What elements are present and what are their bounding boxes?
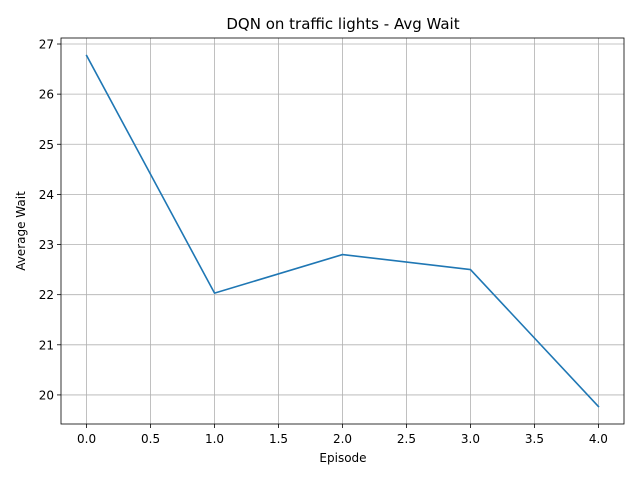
x-tick-label: 2.5 [397, 432, 416, 446]
x-tick-label: 3.0 [461, 432, 480, 446]
x-axis-label: Episode [319, 451, 366, 465]
y-tick-label: 22 [39, 288, 54, 302]
x-tick-label: 3.5 [525, 432, 544, 446]
x-tick-label: 0.0 [77, 432, 96, 446]
series-group [85, 54, 600, 408]
x-tick-label: 4.0 [589, 432, 608, 446]
y-tick-label: 26 [39, 88, 54, 102]
y-tick-label: 27 [39, 38, 54, 52]
x-tick-label: 1.5 [269, 432, 288, 446]
chart-title: DQN on traffic lights - Avg Wait [226, 15, 459, 33]
series-line [85, 54, 600, 408]
x-tick-label: 0.5 [141, 432, 160, 446]
y-tick-label: 23 [39, 238, 54, 252]
grid-lines [61, 38, 624, 424]
y-axis-ticks: 20 21 22 23 24 25 26 27 [39, 38, 61, 402]
y-tick-label: 20 [39, 388, 54, 402]
y-axis-label: Average Wait [14, 191, 28, 271]
x-tick-label: 2.0 [333, 432, 352, 446]
y-tick-label: 25 [39, 138, 54, 152]
x-axis-ticks: 0.0 0.5 1.0 1.5 2.0 2.5 3.0 3.5 4.0 [77, 424, 608, 446]
y-tick-label: 24 [39, 188, 54, 202]
y-tick-label: 21 [39, 338, 54, 352]
x-tick-label: 1.0 [205, 432, 224, 446]
